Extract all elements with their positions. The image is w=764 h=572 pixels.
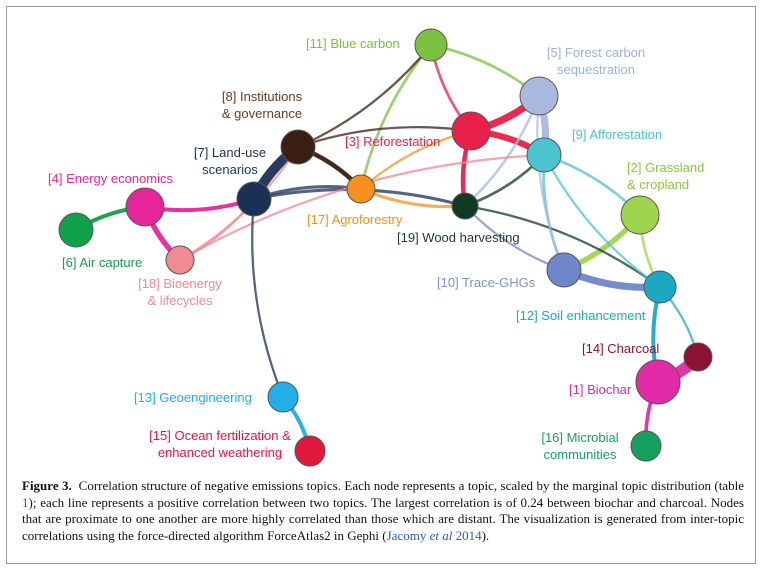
label-n17-line-0: [17] Agroforestry: [307, 212, 403, 227]
label-n5-line-1: sequestration: [557, 62, 635, 77]
node-n5[interactable]: [519, 76, 559, 116]
label-n8-line-1: & governance: [222, 106, 302, 121]
node-n11[interactable]: [414, 28, 448, 62]
label-n7-line-1: scenarios: [202, 162, 258, 177]
node-layer: [58, 28, 713, 467]
edge-n19-n12: [463, 204, 662, 289]
label-n3-line-0: [3] Reforestation: [345, 134, 440, 149]
label-n7: [7] Land-use scenarios: [194, 145, 266, 177]
label-n12-line-0: [12] Soil enhancement: [516, 308, 646, 323]
label-n3: [3] Reforestation: [345, 134, 440, 149]
caption-text-2: ); each line represents a positive corre…: [22, 494, 744, 543]
node-n13[interactable]: [267, 381, 299, 413]
edge-n8-n3: [296, 125, 473, 149]
node-n2[interactable]: [620, 195, 660, 235]
label-n16: [16] Microbial communities: [541, 430, 618, 462]
label-n8-line-0: [8] Institutions: [222, 89, 303, 104]
edge-n7-n13: [251, 197, 285, 399]
label-n11-line-0: [11] Blue carbon: [306, 36, 400, 51]
edge-n9-n12: [542, 153, 662, 289]
label-n16-line-0: [16] Microbial: [541, 430, 618, 445]
node-n7[interactable]: [236, 181, 272, 217]
label-n13: [13] Geoengineering: [134, 390, 252, 405]
node-n12[interactable]: [643, 270, 677, 304]
label-n18-line-0: [18] Bioenergy: [138, 276, 222, 291]
node-n18[interactable]: [165, 245, 195, 275]
label-n19: [19] Wood harvesting: [397, 230, 520, 245]
node-n9[interactable]: [526, 137, 562, 173]
label-n4: [4] Energy economics: [48, 171, 174, 186]
node-n17[interactable]: [346, 174, 376, 204]
label-n10-line-0: [10] Trace-GHGs: [437, 275, 536, 290]
label-n6-line-0: [6] Air capture: [62, 255, 142, 270]
edge-n11-n17: [359, 43, 433, 191]
label-n14-line-0: [14] Charcoal: [582, 341, 659, 356]
node-n10[interactable]: [546, 252, 582, 288]
caption-text-3: ).: [481, 527, 490, 543]
label-n5: [5] Forest carbon sequestration: [547, 45, 645, 77]
network-diagram: [11] Blue carbon [5] Forest carbon sequest…: [48, 28, 713, 467]
label-n1-line-0: [1] Biochar: [569, 382, 632, 397]
node-n16[interactable]: [630, 430, 662, 462]
label-n5-line-0: [5] Forest carbon: [547, 45, 645, 60]
node-n19[interactable]: [451, 192, 479, 220]
label-n1: [1] Biochar: [569, 382, 632, 397]
label-n19-line-0: [19] Wood harvesting: [397, 230, 520, 245]
caption-table-ref[interactable]: 1: [22, 494, 29, 510]
label-n15-line-1: enhanced weathering: [158, 445, 282, 460]
caption-text-1: Correlation structure of negative emissi…: [78, 478, 745, 493]
node-n1[interactable]: [635, 359, 681, 405]
label-n10: [10] Trace-GHGs: [437, 275, 536, 290]
label-n17: [17] Agroforestry: [307, 212, 403, 227]
label-n14: [14] Charcoal: [582, 341, 659, 356]
label-n9: [9] Afforestation: [572, 127, 662, 142]
label-n12: [12] Soil enhancement: [516, 308, 646, 323]
label-n18: [18] Bioenergy & lifecycles: [138, 276, 222, 308]
node-n3[interactable]: [451, 111, 491, 151]
label-n4-line-0: [4] Energy economics: [48, 171, 174, 186]
figure-caption: Figure 3. Correlation structure of negat…: [22, 478, 744, 544]
node-n8[interactable]: [280, 129, 316, 165]
label-n2: [2] Grassland & cropland: [627, 160, 704, 192]
label-n13-line-0: [13] Geoengineering: [134, 390, 252, 405]
label-n15-line-0: [15] Ocean fertilization &: [149, 428, 291, 443]
edge-n8-n11: [296, 43, 433, 149]
caption-citation[interactable]: Jacomy et al 2014: [387, 528, 482, 543]
node-n4[interactable]: [125, 187, 165, 227]
node-n14[interactable]: [683, 342, 713, 372]
label-n11: [11] Blue carbon: [306, 36, 400, 51]
caption-citation-author: Jacomy: [386, 527, 430, 543]
label-n7-line-0: [7] Land-use: [194, 145, 266, 160]
label-n2-line-0: [2] Grassland: [627, 160, 704, 175]
caption-label: Figure 3.: [22, 478, 72, 493]
label-layer: [11] Blue carbon [5] Forest carbon sequest…: [48, 36, 704, 462]
label-n2-line-1: & cropland: [627, 177, 689, 192]
label-n9-line-0: [9] Afforestation: [572, 127, 662, 142]
label-n18-line-1: & lifecycles: [147, 293, 213, 308]
edge-n5-n10: [536, 94, 566, 272]
node-n6[interactable]: [58, 212, 94, 248]
label-n15: [15] Ocean fertilization & enhanced weath…: [149, 428, 291, 460]
label-n8: [8] Institutions & governance: [222, 89, 303, 121]
label-n16-line-1: communities: [544, 447, 617, 462]
node-n15[interactable]: [294, 435, 326, 467]
label-n6: [6] Air capture: [62, 255, 142, 270]
caption-citation-etal: et al: [429, 527, 453, 543]
caption-citation-year: 2014: [452, 527, 482, 543]
